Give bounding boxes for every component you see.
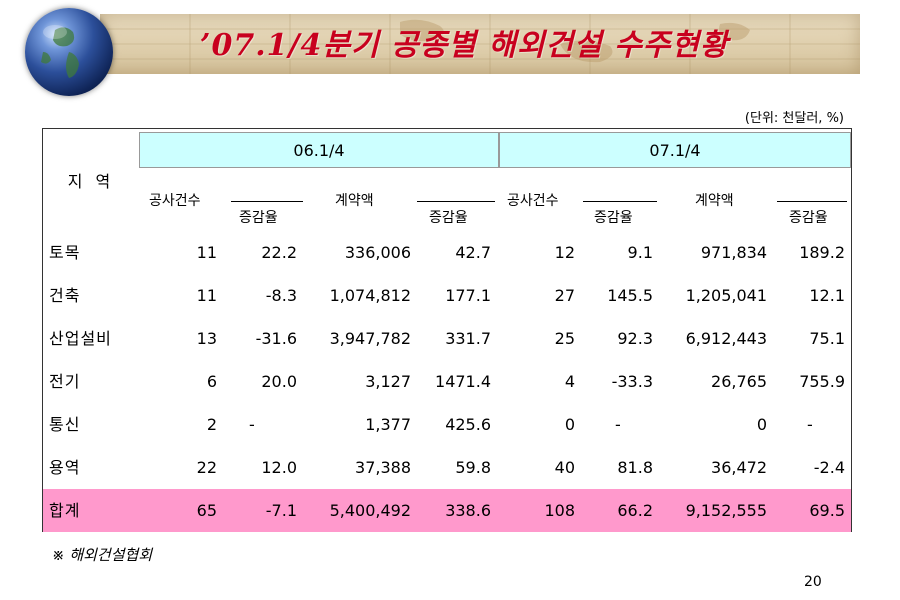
subheader-count-06: 공사건수 xyxy=(149,193,201,209)
cell-rate-07: 92.3 xyxy=(617,329,653,348)
cell-count-06: 11 xyxy=(196,286,217,305)
cell-amount-07: 9,152,555 xyxy=(685,501,767,520)
subheader-rule xyxy=(417,201,495,202)
subheader-amount-06: 계약액 xyxy=(335,193,374,209)
cell-amount-06: 336,006 xyxy=(344,243,411,262)
unit-note: (단위: 천달러, %) xyxy=(744,111,844,126)
cell-rate-06: 22.2 xyxy=(261,243,297,262)
cell-count-07: 25 xyxy=(554,329,575,348)
cell-rate-06: -31.6 xyxy=(255,329,297,348)
subheader-amount-07: 계약액 xyxy=(695,193,734,209)
cell-rate-07: 81.8 xyxy=(617,458,653,477)
subheader-rule xyxy=(231,201,303,202)
cell-count-07: 0 xyxy=(564,415,575,434)
cell-amount-06: 37,388 xyxy=(355,458,411,477)
table-row-total: 합계 65 -7.1 5,400,492 338.6 108 66.2 9,15… xyxy=(43,489,851,532)
cell-count-06: 6 xyxy=(206,372,217,391)
cell-rate-06: - xyxy=(249,415,255,434)
row-label: 통신 xyxy=(49,415,81,434)
page-title: ’07.1/4분기 공종별 해외건설 수주현황 xyxy=(200,28,729,63)
cell-amount-rate-06: 338.6 xyxy=(445,501,491,520)
cell-amount-rate-06: 1471.4 xyxy=(435,372,491,391)
table-row: 산업설비 13 -31.6 3,947,782 331.7 25 92.3 6,… xyxy=(43,317,851,360)
cell-amount-rate-07: 69.5 xyxy=(809,501,845,520)
cell-count-07: 40 xyxy=(554,458,575,477)
row-label: 토목 xyxy=(49,243,81,262)
cell-amount-06: 1,074,812 xyxy=(329,286,411,305)
globe-continents-decoration xyxy=(41,25,79,78)
table-row: 건축 11 -8.3 1,074,812 177.1 27 145.5 1,20… xyxy=(43,274,851,317)
cell-count-06: 65 xyxy=(196,501,217,520)
cell-amount-rate-07: 755.9 xyxy=(799,372,845,391)
cell-amount-06: 3,947,782 xyxy=(329,329,411,348)
row-label: 용역 xyxy=(49,458,81,477)
row-label: 합계 xyxy=(49,501,81,520)
cell-rate-07: -33.3 xyxy=(611,372,653,391)
subheader-rate-07a: 증감율 xyxy=(594,210,633,226)
column-subheaders: 공사건수 증감율 계약액 증감율 공사건수 증감율 계약액 증감율 xyxy=(139,170,851,231)
cell-amount-rate-06: 42.7 xyxy=(455,243,491,262)
table-row: 전기 6 20.0 3,127 1471.4 4 -33.3 26,765 75… xyxy=(43,360,851,403)
cell-amount-rate-07: - xyxy=(807,415,813,434)
map-grid-decoration xyxy=(100,14,860,74)
cell-amount-06: 1,377 xyxy=(365,415,411,434)
cell-rate-07: 9.1 xyxy=(627,243,653,262)
cell-count-07: 4 xyxy=(564,372,575,391)
subheader-rule xyxy=(777,201,847,202)
cell-count-07: 27 xyxy=(554,286,575,305)
subheader-count-07: 공사건수 xyxy=(507,193,559,209)
cell-amount-rate-07: 189.2 xyxy=(799,243,845,262)
cell-count-06: 22 xyxy=(196,458,217,477)
page-number: 20 xyxy=(804,574,822,590)
cell-rate-07: - xyxy=(615,415,621,434)
period-header-06: 06.1/4 xyxy=(139,132,499,168)
cell-count-07: 12 xyxy=(554,243,575,262)
period-header-07: 07.1/4 xyxy=(499,132,851,168)
subheader-rule xyxy=(583,201,657,202)
subheader-rate-06a: 증감율 xyxy=(239,210,278,226)
row-label: 건축 xyxy=(49,286,81,305)
cell-rate-07: 66.2 xyxy=(617,501,653,520)
cell-amount-rate-06: 177.1 xyxy=(445,286,491,305)
source-note: ※ 해외건설협회 xyxy=(52,546,153,564)
cell-rate-07: 145.5 xyxy=(607,286,653,305)
cell-rate-06: -7.1 xyxy=(265,501,297,520)
table-row: 토목 11 22.2 336,006 42.7 12 9.1 971,834 1… xyxy=(43,231,851,274)
subheader-rate-07b: 증감율 xyxy=(789,210,828,226)
title-banner xyxy=(100,14,860,74)
contracts-table: 지 역 06.1/4 07.1/4 공사건수 증감율 계약액 증감율 공사건수 … xyxy=(42,128,852,532)
cell-count-06: 13 xyxy=(196,329,217,348)
cell-amount-07: 971,834 xyxy=(700,243,767,262)
cell-amount-rate-07: 12.1 xyxy=(809,286,845,305)
cell-amount-rate-06: 425.6 xyxy=(445,415,491,434)
cell-amount-07: 26,765 xyxy=(711,372,767,391)
cell-amount-07: 6,912,443 xyxy=(685,329,767,348)
subheader-rate-06b: 증감율 xyxy=(429,210,468,226)
cell-amount-rate-07: 75.1 xyxy=(809,329,845,348)
cell-amount-06: 5,400,492 xyxy=(329,501,411,520)
cell-amount-06: 3,127 xyxy=(365,372,411,391)
cell-amount-rate-06: 59.8 xyxy=(455,458,491,477)
row-label: 산업설비 xyxy=(49,329,112,348)
cell-amount-rate-06: 331.7 xyxy=(445,329,491,348)
table-row: 통신 2 - 1,377 425.6 0 - 0 - xyxy=(43,403,851,446)
cell-rate-06: -8.3 xyxy=(265,286,297,305)
row-label: 전기 xyxy=(49,372,81,391)
region-column-header: 지 역 xyxy=(67,172,115,191)
cell-rate-06: 20.0 xyxy=(261,372,297,391)
cell-count-07: 108 xyxy=(544,501,575,520)
cell-amount-07: 1,205,041 xyxy=(685,286,767,305)
cell-count-06: 2 xyxy=(206,415,217,434)
table-row: 용역 22 12.0 37,388 59.8 40 81.8 36,472 -2… xyxy=(43,446,851,489)
cell-amount-07: 36,472 xyxy=(711,458,767,477)
cell-rate-06: 12.0 xyxy=(261,458,297,477)
cell-amount-rate-07: -2.4 xyxy=(813,458,845,477)
cell-count-06: 11 xyxy=(196,243,217,262)
cell-amount-07: 0 xyxy=(756,415,767,434)
